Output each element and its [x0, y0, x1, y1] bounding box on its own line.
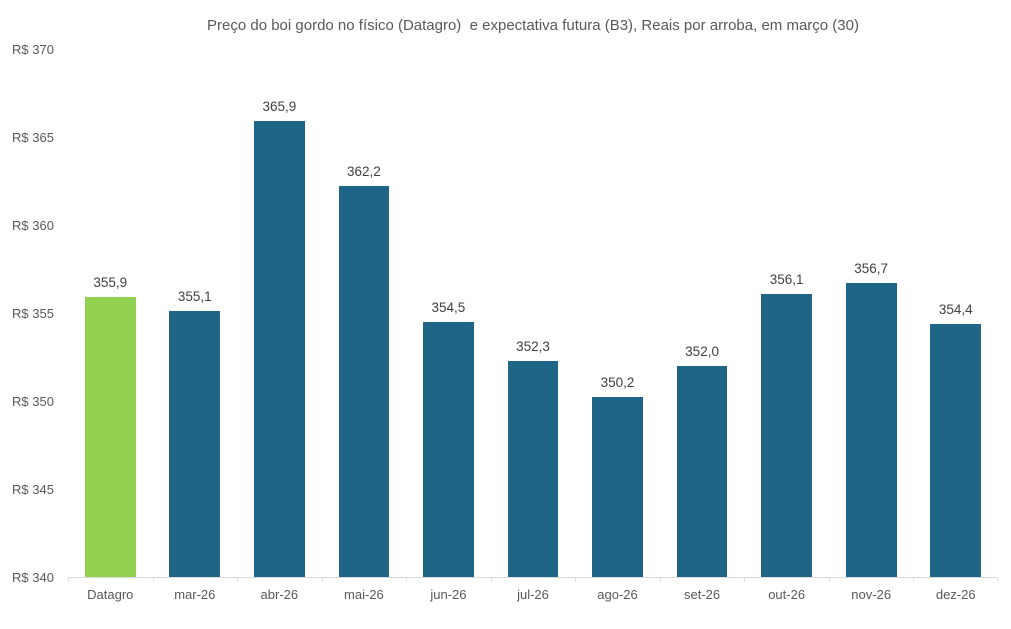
- bar-jun-26: [423, 321, 474, 577]
- x-axis-label-jul-26: jul-26: [517, 587, 549, 602]
- x-axis-tick: [406, 577, 408, 581]
- bar-jul-26: [507, 360, 559, 577]
- bar-nov-26: [845, 283, 897, 577]
- y-axis-tick-label: R$ 370: [12, 42, 54, 57]
- x-axis-tick: [997, 577, 998, 581]
- bar-mai-26: [338, 186, 390, 577]
- bar-out-26: [761, 293, 812, 577]
- x-axis-label-Datagro: Datagro: [87, 587, 134, 602]
- x-axis-label-dez-26: dez-26: [935, 587, 976, 602]
- x-axis-label-ago-26: ago-26: [597, 587, 638, 602]
- x-axis-tick: [828, 577, 830, 581]
- x-axis-label-nov-26: nov-26: [851, 587, 892, 602]
- x-axis-label-mai-26: mai-26: [344, 587, 384, 602]
- bar-value-label: 352,3: [516, 338, 550, 354]
- x-axis-tick: [490, 577, 492, 581]
- bar-mar-26: [169, 311, 221, 577]
- x-axis-label-mar-26: mar-26: [174, 587, 216, 602]
- y-axis-tick-label: R$ 340: [12, 570, 54, 585]
- x-axis-tick: [659, 577, 661, 581]
- x-axis-tick: [152, 577, 154, 581]
- bar-value-label: 356,1: [769, 271, 804, 287]
- x-axis-label-jun-26: jun-26: [430, 587, 467, 602]
- bar-value-label: 365,9: [262, 99, 297, 115]
- y-axis-tick-label: R$ 365: [12, 130, 54, 145]
- bar-value-label: 354,4: [938, 301, 973, 317]
- bar-dez-26: [930, 323, 982, 577]
- bar-value-label: 355,1: [177, 289, 212, 305]
- bar-abr-26: [254, 121, 305, 577]
- x-axis-tick: [237, 577, 239, 581]
- y-axis-tick-label: R$ 345: [12, 482, 54, 497]
- y-axis-tick-label: R$ 355: [12, 306, 54, 321]
- bar-value-label: 355,9: [93, 275, 128, 291]
- chart-title: Preço do boi gordo no físico (Datagro) e…: [207, 17, 859, 34]
- x-axis-tick: [575, 577, 577, 581]
- y-axis-tick-label: R$ 360: [12, 218, 54, 233]
- x-axis-tick: [744, 577, 746, 581]
- x-axis-tick: [913, 577, 915, 581]
- bar-value-label: 354,5: [431, 299, 466, 315]
- bar-value-label: 350,2: [600, 375, 635, 391]
- plot-area: 355,9 Datagro 355,1 mar-26 365,9 abr-26 362,2 m…: [68, 50, 998, 602]
- y-axis-tick-label: R$ 350: [12, 394, 54, 409]
- bar-value-label: 352,0: [685, 343, 719, 359]
- bar-set-26: [676, 365, 728, 577]
- bar-Datagro: [84, 297, 136, 577]
- x-axis-label-abr-26: abr-26: [260, 587, 299, 602]
- bar-value-label: 356,7: [854, 261, 889, 277]
- x-axis-label-set-26: set-26: [684, 587, 721, 602]
- bar-value-label: 362,2: [346, 164, 381, 180]
- x-axis-tick: [68, 577, 69, 581]
- bar-ago-26: [592, 397, 643, 577]
- x-axis-tick: [321, 577, 323, 581]
- x-axis-label-out-26: out-26: [768, 587, 806, 602]
